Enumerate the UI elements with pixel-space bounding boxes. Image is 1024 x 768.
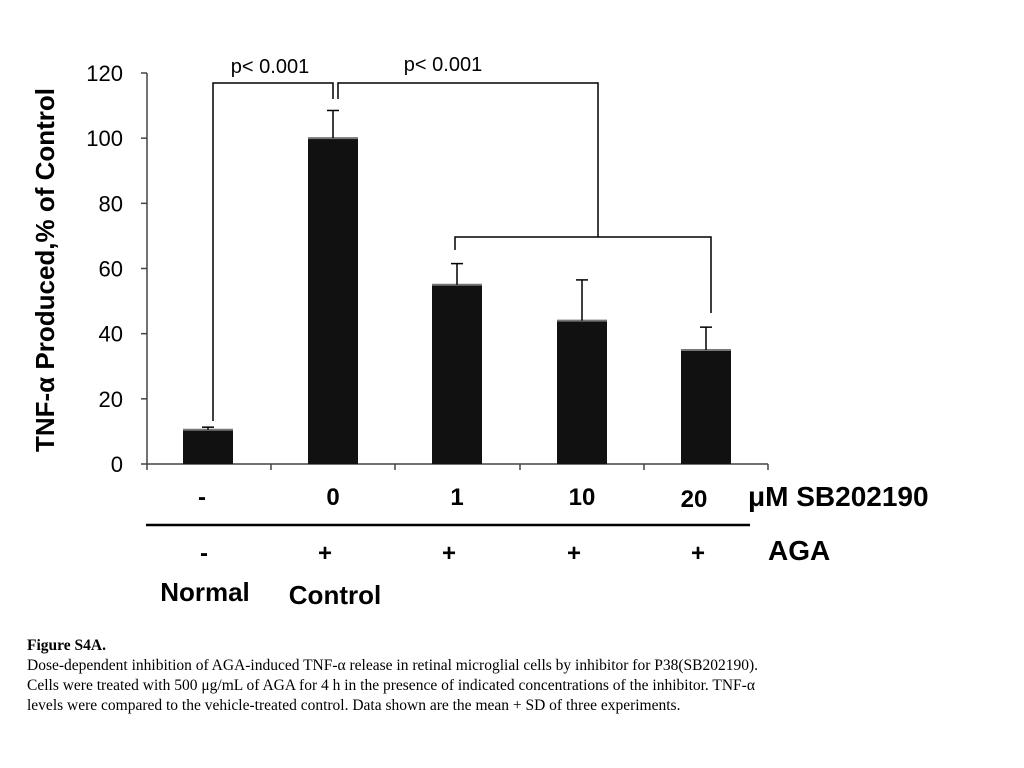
bracket-control-treated	[337, 82, 599, 237]
bar	[308, 138, 358, 464]
y-tick-label: 100	[86, 126, 123, 151]
caption-line-1: Dose-dependent inhibition of AGA-induced…	[27, 657, 759, 674]
bar	[432, 284, 482, 464]
caption-title: Figure S4A.	[27, 637, 106, 654]
aga-label: +	[318, 540, 332, 567]
y-axis-label: TNF-α Produced,% of Control	[30, 88, 60, 452]
dose-row-label: μM SB202190	[748, 481, 929, 512]
y-tick-label: 20	[99, 387, 123, 412]
bracket-normal-control	[212, 82, 334, 421]
bar	[183, 429, 233, 464]
y-tick-label: 40	[99, 322, 123, 347]
aga-row-label: AGA	[768, 535, 830, 566]
caption-line-2: Cells were treated with 500 μg/mL of AGA…	[27, 677, 755, 694]
aga-label: -	[200, 540, 208, 567]
y-tick-label: 60	[99, 257, 123, 282]
caption-line-3: levels were compared to the vehicle-trea…	[27, 697, 681, 714]
dose-label: -	[198, 484, 206, 511]
error-bars	[202, 109, 712, 430]
significance-brackets: p< 0.001 p< 0.001	[212, 54, 712, 421]
dose-label: 10	[569, 484, 596, 511]
significance-label: p< 0.001	[404, 54, 482, 76]
figure-caption: Figure S4A. Dose-dependent inhibition of…	[27, 636, 1002, 716]
y-tick-label: 120	[86, 61, 123, 86]
y-tick-label: 80	[99, 191, 123, 216]
bar	[681, 349, 731, 464]
y-tick-label: 0	[111, 452, 123, 477]
dose-label: 1	[450, 484, 463, 511]
group-label-normal: Normal	[160, 577, 250, 607]
dose-label: 20	[681, 486, 708, 513]
y-axis: 0 20 40 60 80 100 120	[86, 61, 769, 477]
bar	[557, 320, 607, 464]
aga-label: +	[442, 540, 456, 567]
aga-label: +	[567, 540, 581, 567]
group-label-control: Control	[289, 580, 381, 610]
bars	[183, 137, 731, 464]
x-axis-rows: - 0 1 10 20 μM SB202190 - + + + + AGA Normal Control	[146, 481, 929, 610]
significance-label: p< 0.001	[231, 56, 309, 78]
bracket-treated-groups	[454, 236, 712, 313]
dose-label: 0	[326, 484, 339, 511]
bar-chart: 0 20 40 60 80 100 120 p< 0.001 p< 0.001 - 0 1 10 20…	[30, 54, 929, 610]
aga-label: +	[691, 540, 705, 567]
